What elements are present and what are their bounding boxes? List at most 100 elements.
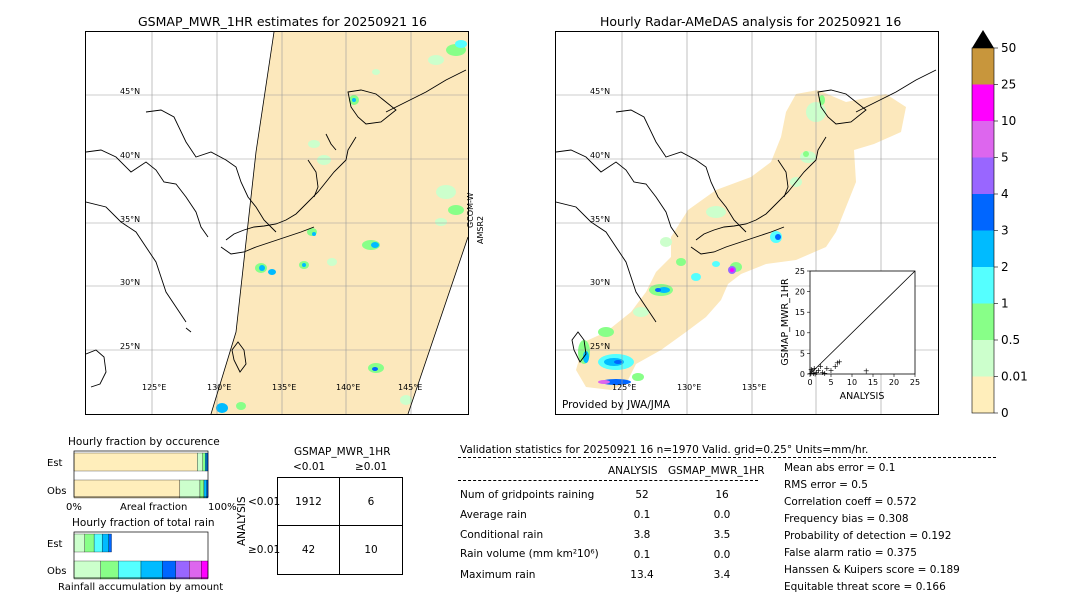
colorbar-extend-arrow xyxy=(972,30,994,48)
colorbar-svg: 50 25 10 5 4 3 2 1 0.5 0.01 0 xyxy=(971,30,1028,418)
contingency-title: GSMAP_MWR_1HR xyxy=(294,446,391,458)
left-lat-label: 45°N xyxy=(120,87,140,96)
right-lon-label: 135°E xyxy=(742,383,766,392)
validation-row-label: Conditional rain xyxy=(460,529,544,541)
colorbar-label: 1 xyxy=(1001,297,1009,311)
score-line: RMS error = 0.5 xyxy=(784,479,868,491)
scatter-point: + xyxy=(811,364,818,373)
precip-blobs xyxy=(216,40,467,413)
scatter-xtick: 20 xyxy=(889,378,899,387)
contingency-row-label: ANALYSIS xyxy=(236,496,248,546)
scatter-point: + xyxy=(817,362,824,371)
contingency-cell: 42 xyxy=(301,544,316,556)
rain-cat-obs: Obs xyxy=(47,566,66,577)
left-lat-label: 25°N xyxy=(120,342,140,351)
validation-row-gsmap: 3.5 xyxy=(713,529,731,541)
right-lon-label: 125°E xyxy=(612,383,636,392)
validation-row-analysis: 3.8 xyxy=(633,529,651,541)
validation-row-analysis: 52 xyxy=(635,489,649,501)
colorbar-label: 5 xyxy=(1001,151,1009,165)
scatter-ytick: 15 xyxy=(795,308,805,317)
right-lat-labels: 45°N 40°N 35°N 30°N 25°N xyxy=(590,87,610,351)
contingency-cell: 6 xyxy=(367,496,375,508)
scatter-ytick: 10 xyxy=(795,329,805,338)
validation-row-gsmap: 0.0 xyxy=(713,549,731,561)
score-line: Mean abs error = 0.1 xyxy=(784,462,896,474)
occ-xtick-0: 0% xyxy=(66,502,82,513)
contingency-row-0: <0.01 xyxy=(248,496,281,508)
left-map-canvas: 45°N 40°N 35°N 30°N 25°N 125°E 130°E 135… xyxy=(86,32,468,414)
colorbar-label: 0.01 xyxy=(1001,370,1028,384)
bar-segment xyxy=(100,560,119,580)
left-map: 45°N 40°N 35°N 30°N 25°N 125°E 130°E 135… xyxy=(85,31,469,415)
right-lat-label: 35°N xyxy=(590,215,610,224)
bar-segment xyxy=(73,560,101,580)
scatter-ytick: 25 xyxy=(795,267,805,276)
validation-row-label: Num of gridpoints raining xyxy=(460,489,595,501)
score-line: Equitable threat score = 0.166 xyxy=(784,581,946,593)
left-coastlines xyxy=(86,69,467,388)
scatter-plot: 0 5 10 15 20 25 0 5 10 15 20 25 ++++++ +++++++++ ++ A… xyxy=(780,267,920,402)
scatter-point: + xyxy=(836,358,843,367)
radar-coverage xyxy=(576,90,906,390)
validation-row-analysis: 0.1 xyxy=(633,549,651,561)
bar-segment xyxy=(205,452,207,472)
contingency-col-0: <0.01 xyxy=(293,461,326,473)
rain-cat-est: Est xyxy=(47,539,63,550)
bar-segment xyxy=(202,452,206,472)
right-lon-labels: 125°E 130°E 135°E xyxy=(612,383,766,392)
right-map: 45°N 40°N 35°N 30°N 25°N 125°E 130°E 135… xyxy=(555,31,939,415)
validation-col-analysis: ANALYSIS xyxy=(608,465,658,477)
scatter-ytick: 0 xyxy=(800,370,805,379)
validation-row-analysis: 0.1 xyxy=(633,509,651,521)
right-coastlines xyxy=(556,69,937,363)
scatter-ytick: 5 xyxy=(800,349,805,358)
contingency-table: 1912 6 42 10 xyxy=(277,477,403,575)
left-gridlines xyxy=(86,32,468,414)
bar-segment xyxy=(201,560,209,580)
total-rain-title: Hourly fraction of total rain xyxy=(72,517,215,529)
score-line: Correlation coeff = 0.572 xyxy=(784,496,917,508)
validation-row-analysis: 13.4 xyxy=(630,569,654,581)
bar-segment xyxy=(199,479,205,499)
colorbar-label: 25 xyxy=(1001,78,1016,92)
bar-segment xyxy=(84,533,95,553)
scatter-point: + xyxy=(823,364,830,373)
contingency-row-1: ≥0.01 xyxy=(248,544,281,556)
validation-row-gsmap: 3.4 xyxy=(713,569,731,581)
scatter-point: + xyxy=(812,370,819,379)
bar-segment xyxy=(140,560,163,580)
scatter-point: + xyxy=(815,366,822,375)
contingency-cell: 1912 xyxy=(295,496,322,508)
sat-label-amsr2: AMSR2 xyxy=(476,215,485,244)
colorbar-segment xyxy=(972,376,994,413)
score-line: Hanssen & Kuipers score = 0.189 xyxy=(784,564,960,576)
validation-row-gsmap: 16 xyxy=(715,489,729,501)
colorbar-segment xyxy=(972,340,994,377)
scatter-point: + xyxy=(810,369,817,378)
colorbar-segment xyxy=(972,121,994,158)
swath-edges xyxy=(210,32,468,414)
scatter-ytick: 20 xyxy=(795,288,805,297)
scatter-point: + xyxy=(832,362,839,371)
left-map-title: GSMAP_MWR_1HR estimates for 20250921 16 xyxy=(138,14,427,29)
left-lon-labels: 125°E 130°E 135°E 140°E 145°E xyxy=(142,383,422,392)
colorbar-segment xyxy=(972,48,994,85)
validation-row-gsmap: 0.0 xyxy=(713,509,731,521)
right-lat-label: 25°N xyxy=(590,342,610,351)
scatter-point: + xyxy=(813,368,820,377)
left-lat-label: 30°N xyxy=(120,278,140,287)
bar-segment xyxy=(108,533,112,553)
colorbar-segment xyxy=(972,194,994,231)
validation-row-label: Average rain xyxy=(460,509,527,521)
scatter-xtick: 15 xyxy=(868,378,878,387)
scatter-point: + xyxy=(863,367,870,376)
occurrence-title: Hourly fraction by occurence xyxy=(68,436,220,448)
sat-label-gcomw: GCOM-W xyxy=(466,192,475,228)
left-lon-label: 140°E xyxy=(336,383,360,392)
validation-col-gsmap: GSMAP_MWR_1HR xyxy=(668,465,765,477)
occ-cat-obs: Obs xyxy=(47,486,66,497)
scatter-xtick: 25 xyxy=(910,378,920,387)
scatter-xtick: 5 xyxy=(828,378,833,387)
bar-segment xyxy=(175,560,190,580)
